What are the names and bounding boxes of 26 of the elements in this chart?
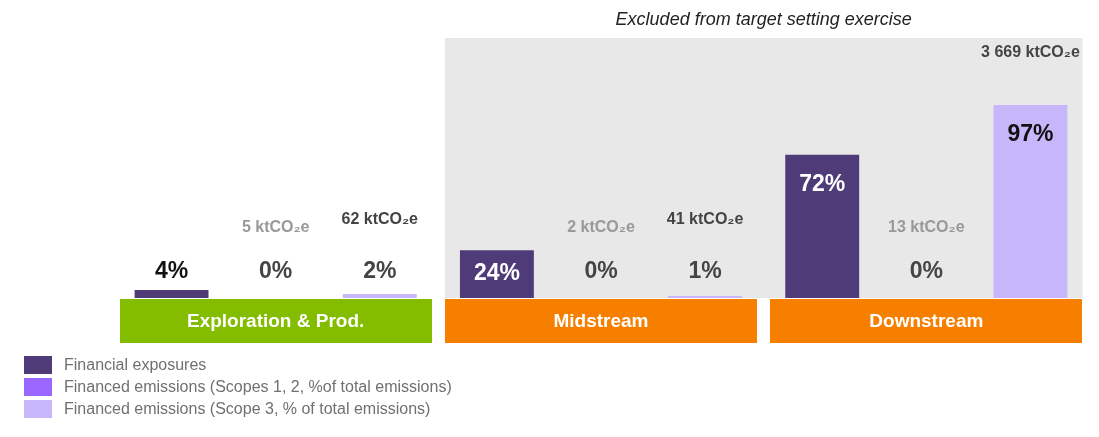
annotation: 5 ktCO₂e — [241, 218, 310, 236]
annotation: 13 ktCO₂e — [888, 218, 965, 236]
annotation: 2 ktCO₂e — [567, 218, 635, 236]
annotation: 62 ktCO₂e — [341, 210, 419, 228]
x-tick-label: Downstream — [770, 299, 1083, 343]
bar — [785, 154, 860, 298]
data-label: 4% — [154, 257, 189, 284]
bar — [342, 294, 417, 298]
data-label: 0% — [909, 257, 943, 284]
data-label: 1% — [688, 257, 722, 284]
legend-label: Financed emissions (Scopes 1, 2, %of total emissions) — [64, 378, 452, 396]
x-tick-label: Midstream — [444, 299, 758, 343]
bar — [134, 290, 209, 298]
data-label: 0% — [259, 257, 293, 284]
data-label: 0% — [584, 257, 618, 284]
legend-label: Financial exposures — [64, 356, 207, 374]
data-label: 2% — [363, 257, 397, 284]
bar — [993, 104, 1068, 298]
legend-label: Financed emissions (Scope 3, % of total emissions) — [64, 400, 431, 418]
data-label: 72% — [799, 170, 846, 197]
band-label: Excluded from target setting exercise — [615, 9, 912, 29]
data-label: 24% — [473, 259, 520, 286]
text: 3 669 ktCO₂e — [981, 43, 1080, 61]
annotation: 41 ktCO₂e — [666, 210, 744, 228]
data-label: 97% — [1007, 120, 1054, 147]
x-tick-label: Exploration & Prod. — [119, 299, 432, 343]
